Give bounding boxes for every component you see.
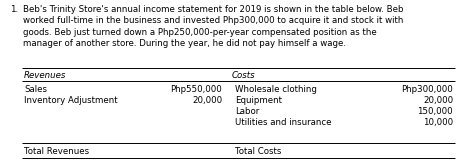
Text: 20,000: 20,000 [192, 96, 222, 105]
Text: Beb's Trinity Store's annual income statement for 2019 is shown in the table bel: Beb's Trinity Store's annual income stat… [23, 5, 403, 48]
Text: Total Revenues: Total Revenues [24, 147, 89, 156]
Text: Costs: Costs [232, 71, 256, 80]
Text: Sales: Sales [24, 85, 47, 94]
Text: Revenues: Revenues [24, 71, 66, 80]
Text: Inventory Adjustment: Inventory Adjustment [24, 96, 118, 105]
Text: Php300,000: Php300,000 [401, 85, 453, 94]
Text: Equipment: Equipment [235, 96, 282, 105]
Text: 10,000: 10,000 [423, 118, 453, 127]
Text: Php550,000: Php550,000 [170, 85, 222, 94]
Text: 150,000: 150,000 [417, 107, 453, 116]
Text: Labor: Labor [235, 107, 259, 116]
Text: 20,000: 20,000 [423, 96, 453, 105]
Text: Wholesale clothing: Wholesale clothing [235, 85, 317, 94]
Text: 1.: 1. [10, 5, 18, 14]
Text: Total Costs: Total Costs [235, 147, 282, 156]
Text: Utilities and insurance: Utilities and insurance [235, 118, 332, 127]
